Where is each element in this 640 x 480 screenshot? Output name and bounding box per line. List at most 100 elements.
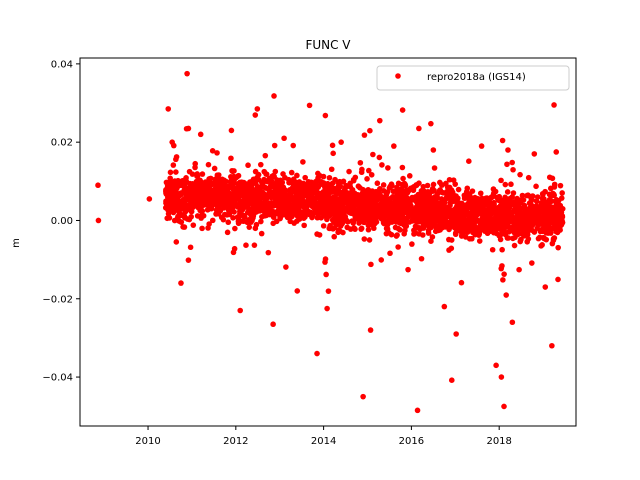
data-point — [406, 173, 413, 179]
data-point — [178, 212, 185, 219]
data-point — [550, 191, 557, 198]
data-point — [237, 179, 243, 186]
data-point — [365, 167, 372, 174]
data-point — [227, 202, 233, 208]
data-point — [314, 231, 320, 237]
data-point — [553, 197, 560, 203]
data-point — [490, 186, 497, 192]
data-point — [376, 154, 383, 161]
data-point — [410, 211, 417, 217]
data-point — [542, 284, 549, 290]
data-point — [170, 187, 177, 194]
data-point — [458, 279, 465, 286]
data-point — [368, 171, 375, 178]
data-point — [365, 186, 371, 193]
data-point — [419, 197, 425, 204]
data-point — [366, 237, 373, 243]
data-point — [285, 198, 292, 204]
data-point — [251, 242, 258, 248]
data-point — [429, 234, 436, 240]
data-point — [228, 155, 234, 162]
data-point — [206, 194, 213, 201]
data-point — [529, 193, 535, 200]
data-point — [395, 205, 401, 212]
data-point — [534, 225, 541, 231]
data-point — [442, 199, 448, 206]
data-point — [263, 178, 269, 184]
data-point — [205, 189, 211, 195]
data-point — [270, 321, 276, 328]
data-point — [515, 204, 521, 210]
data-point — [547, 198, 554, 205]
data-point — [283, 264, 289, 270]
data-point — [520, 227, 526, 233]
data-point — [296, 179, 303, 185]
data-point — [335, 212, 341, 218]
data-point — [301, 212, 308, 219]
data-point — [500, 277, 506, 283]
data-point — [528, 210, 535, 217]
data-point — [497, 196, 503, 203]
data-point — [173, 169, 179, 175]
data-point — [247, 181, 254, 188]
data-point — [380, 219, 387, 226]
data-point — [206, 221, 212, 227]
data-point — [493, 362, 499, 369]
data-point — [342, 188, 349, 195]
x-tick-label: 2016 — [399, 436, 424, 447]
data-point — [254, 106, 261, 112]
data-point — [498, 265, 505, 272]
x-tick-label: 2012 — [223, 436, 248, 447]
data-point — [173, 239, 180, 245]
data-point — [431, 213, 438, 220]
data-point — [225, 219, 232, 226]
data-point — [428, 238, 434, 244]
data-point — [326, 225, 333, 232]
data-point — [242, 190, 249, 197]
data-point — [345, 192, 351, 199]
data-point — [360, 186, 366, 193]
data-point — [163, 204, 170, 211]
data-point — [549, 205, 555, 212]
data-point — [547, 185, 554, 192]
data-point — [483, 195, 489, 201]
data-point — [547, 230, 554, 236]
data-point — [510, 199, 517, 206]
data-point — [508, 181, 514, 188]
data-point — [299, 193, 306, 199]
data-point — [258, 218, 264, 225]
data-point — [454, 206, 461, 213]
data-point — [95, 182, 101, 189]
data-point — [340, 229, 346, 236]
data-point — [186, 201, 192, 208]
data-point — [173, 154, 180, 160]
data-point — [426, 218, 433, 224]
chart-title: FUNC V — [305, 38, 351, 52]
data-point — [368, 199, 374, 206]
data-point — [477, 190, 484, 197]
data-point — [423, 211, 430, 217]
data-point — [441, 303, 448, 310]
data-point — [277, 208, 283, 215]
data-point — [502, 221, 509, 227]
data-point — [519, 192, 526, 199]
data-point — [205, 161, 212, 168]
data-point — [368, 211, 375, 218]
data-point — [542, 210, 548, 216]
data-point — [455, 186, 462, 193]
data-point — [463, 207, 469, 214]
data-point — [224, 229, 231, 236]
data-point — [256, 198, 262, 205]
legend-marker — [395, 73, 401, 79]
data-point — [262, 152, 269, 159]
data-point — [409, 197, 415, 203]
data-point — [403, 223, 410, 229]
data-point — [373, 219, 380, 225]
data-point — [510, 190, 517, 196]
data-point — [280, 184, 287, 190]
data-point — [365, 226, 372, 233]
data-point — [393, 219, 399, 225]
data-point — [230, 215, 236, 221]
data-point — [194, 171, 200, 177]
data-point — [252, 225, 259, 232]
